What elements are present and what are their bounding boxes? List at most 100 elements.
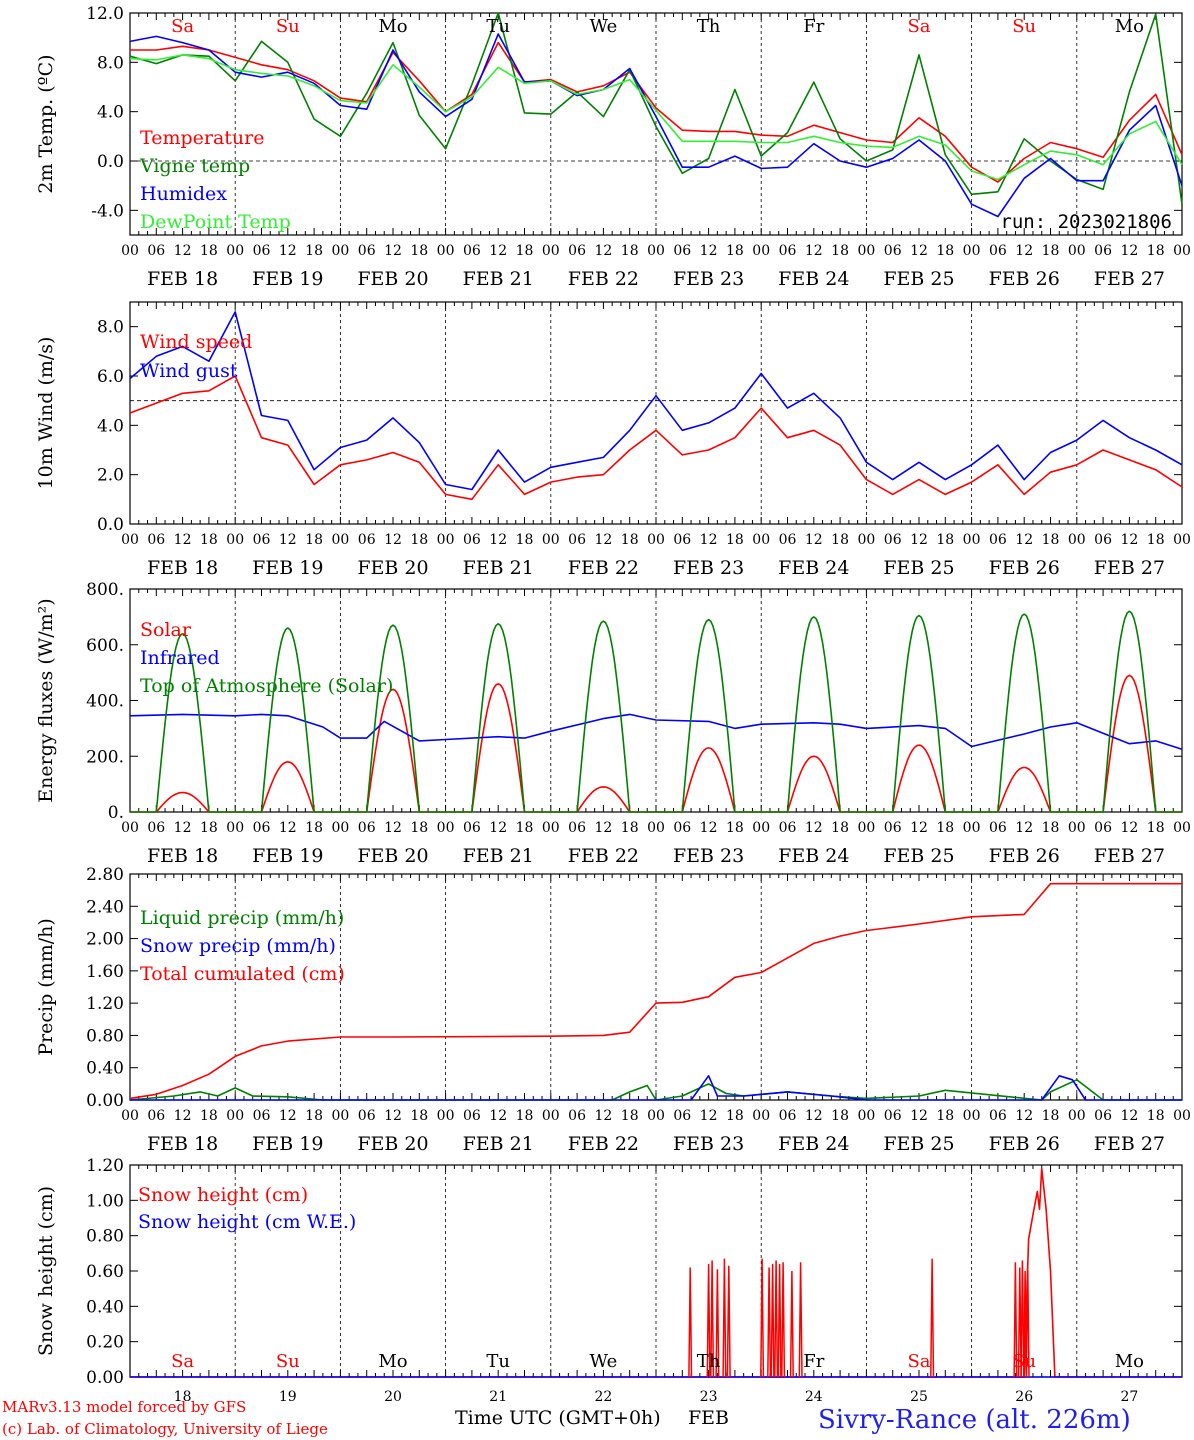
day-number-label: 24 xyxy=(805,1389,823,1405)
hour-tick-label: 12 xyxy=(594,243,612,259)
hour-tick-label: 18 xyxy=(410,532,428,548)
hour-tick-label: 18 xyxy=(621,1108,639,1124)
snow-spike xyxy=(798,1262,803,1378)
y-tick-label: 6.0 xyxy=(97,367,124,387)
hour-tick-label: 00 xyxy=(963,532,981,548)
hour-tick-label: 06 xyxy=(358,532,376,548)
hour-tick-label: 00 xyxy=(121,1108,139,1124)
energy-flux-panel: 0. 200. 400. 600. 800. Energy fluxes (W/m²) So… xyxy=(35,580,1191,867)
hour-tick-label: 18 xyxy=(516,532,534,548)
hour-tick-label: 00 xyxy=(437,532,455,548)
hour-tick-label: 12 xyxy=(594,820,612,836)
hour-tick-label: 12 xyxy=(805,532,823,548)
hour-tick-label: 00 xyxy=(1173,243,1191,259)
hour-tick-label: 12 xyxy=(174,243,192,259)
hour-tick-label: 06 xyxy=(779,820,797,836)
time-axis-label: Time UTC (GMT+0h) xyxy=(455,1407,661,1429)
series-line xyxy=(130,1075,1182,1101)
legend-entry: Snow height (cm) xyxy=(138,1184,308,1206)
hour-tick-label: 12 xyxy=(910,820,928,836)
hour-tick-label: 06 xyxy=(989,532,1007,548)
hour-tick-label: 00 xyxy=(121,243,139,259)
snow-spike xyxy=(789,1270,794,1378)
y-tick-label: 800. xyxy=(86,580,124,600)
hour-tick-label: 12 xyxy=(384,1108,402,1124)
legend-entry: Humidex xyxy=(140,183,227,205)
station-title: Sivry-Rance (alt. 226m) xyxy=(818,1405,1131,1435)
snow-spike xyxy=(760,1258,765,1378)
date-label: FEB 22 xyxy=(568,557,639,579)
day-name-label: We xyxy=(590,16,618,37)
hour-tick-label: 12 xyxy=(489,820,507,836)
hour-tick-label: 06 xyxy=(673,820,691,836)
date-label: FEB 27 xyxy=(1094,1133,1165,1155)
y-axis-title: Precip (mm/h) xyxy=(35,918,57,1056)
snow-spike xyxy=(1013,1262,1018,1378)
y-tick-label: 4.0 xyxy=(97,103,124,123)
hour-tick-label: 06 xyxy=(673,532,691,548)
date-label: FEB 27 xyxy=(1094,268,1165,290)
day-name-label: Su xyxy=(276,16,300,37)
hour-tick-label: 00 xyxy=(331,532,349,548)
hour-tick-label: 18 xyxy=(621,243,639,259)
hour-tick-label: 12 xyxy=(279,243,297,259)
snow-spike xyxy=(1023,1270,1028,1378)
hour-tick-label: 18 xyxy=(831,532,849,548)
hour-tick-label: 00 xyxy=(647,243,665,259)
hour-tick-label: 00 xyxy=(1173,1108,1191,1124)
hour-tick-label: 18 xyxy=(410,243,428,259)
date-label: FEB 20 xyxy=(357,557,428,579)
hour-tick-label: 06 xyxy=(1094,820,1112,836)
day-number-label: 22 xyxy=(594,1389,612,1405)
hour-tick-label: 18 xyxy=(305,532,323,548)
hour-tick-label: 00 xyxy=(121,820,139,836)
day-name-label: Mo xyxy=(378,1351,407,1372)
y-tick-label: 600. xyxy=(86,636,124,656)
hour-tick-label: 18 xyxy=(1147,1108,1165,1124)
y-axis-title: 10m Wind (m/s) xyxy=(35,337,57,490)
legend-entry: Liquid precip (mm/h) xyxy=(140,907,344,929)
day-name-label: Mo xyxy=(378,16,407,37)
snow-spike xyxy=(1020,1260,1025,1378)
hour-tick-label: 06 xyxy=(884,532,902,548)
credit-line-2: (c) Lab. of Climatology, University of L… xyxy=(2,1420,328,1438)
legend-entry: Solar xyxy=(140,619,192,641)
legend-entry: Vigne temp xyxy=(139,155,250,177)
y-tick-label: 2.00 xyxy=(86,930,124,950)
y-tick-label: 0. xyxy=(108,803,124,823)
y-axis-title: Energy fluxes (W/m²) xyxy=(35,598,57,802)
y-tick-label: 12.0 xyxy=(86,4,124,24)
hour-tick-label: 18 xyxy=(936,532,954,548)
hour-tick-label: 18 xyxy=(621,532,639,548)
date-label: FEB 26 xyxy=(989,268,1060,290)
hour-tick-label: 18 xyxy=(1042,1108,1060,1124)
y-tick-label: 2.0 xyxy=(97,466,124,486)
snow-spike xyxy=(781,1262,786,1378)
date-label: FEB 23 xyxy=(673,845,744,867)
hour-tick-label: 00 xyxy=(1068,243,1086,259)
date-label: FEB 21 xyxy=(463,268,534,290)
hour-tick-label: 00 xyxy=(1068,820,1086,836)
date-label: FEB 27 xyxy=(1094,845,1165,867)
snow-spike xyxy=(770,1263,775,1378)
legend-entry: DewPoint Temp xyxy=(140,211,291,233)
hour-tick-label: 06 xyxy=(147,820,165,836)
footer: MARv3.13 model forced by GFS (c) Lab. of… xyxy=(2,1398,1131,1438)
hour-tick-label: 12 xyxy=(594,1108,612,1124)
hour-tick-label: 18 xyxy=(621,820,639,836)
date-label: FEB 24 xyxy=(778,1133,849,1155)
series-line xyxy=(130,610,1182,813)
y-axis-title: 2m Temp. (ºC) xyxy=(35,54,57,193)
date-label: FEB 22 xyxy=(568,1133,639,1155)
hour-tick-label: 18 xyxy=(1042,243,1060,259)
hour-tick-label: 06 xyxy=(463,532,481,548)
hour-tick-label: 18 xyxy=(1147,532,1165,548)
day-name-label: Mo xyxy=(1115,1351,1144,1372)
series-line xyxy=(129,311,1183,491)
hour-tick-label: 00 xyxy=(437,243,455,259)
date-label: FEB 25 xyxy=(883,845,954,867)
hour-tick-label: 06 xyxy=(358,820,376,836)
hour-tick-label: 12 xyxy=(910,532,928,548)
legend-entry: Temperature xyxy=(140,127,264,149)
